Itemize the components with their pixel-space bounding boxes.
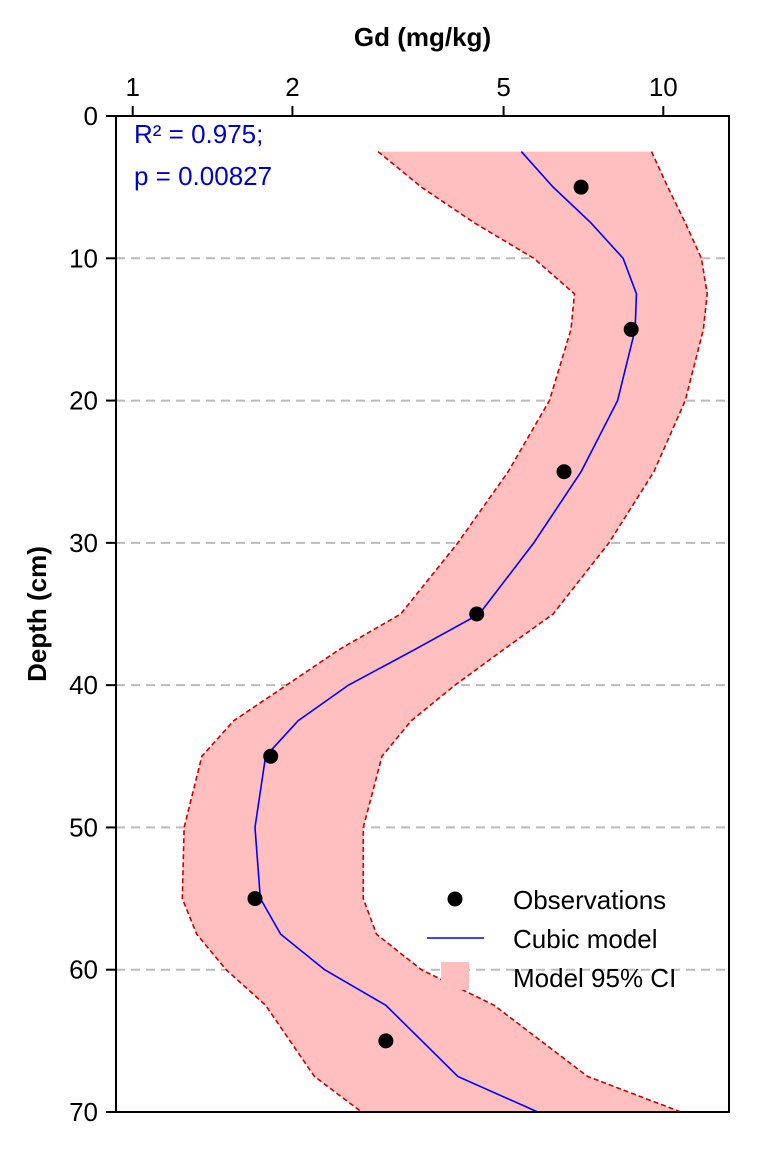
p-value-annotation: p = 0.00827 <box>134 161 272 191</box>
x-tick-label: 5 <box>496 72 510 102</box>
x-tick-label: 10 <box>649 72 678 102</box>
x-tick-label: 1 <box>125 72 139 102</box>
legend-ci-label: Model 95% CI <box>513 963 676 993</box>
observations-layer <box>247 179 639 1049</box>
x-axis-title: Gd (mg/kg) <box>354 22 491 52</box>
ci-lower-edge <box>181 150 576 1113</box>
r-squared-annotation: R² = 0.975; <box>134 119 263 149</box>
ci-band-layer <box>181 150 709 1113</box>
observation-point <box>573 179 589 195</box>
ci-band <box>182 151 708 1113</box>
observation-point <box>623 321 639 337</box>
y-tick-label: 10 <box>69 243 98 273</box>
y-tick-label: 0 <box>84 101 98 131</box>
legend-observations-marker <box>447 891 463 907</box>
observation-point <box>556 464 572 480</box>
observation-point <box>469 606 485 622</box>
y-tick-label: 40 <box>69 670 98 700</box>
observation-point <box>247 891 263 907</box>
model-layer <box>254 151 638 1113</box>
y-tick-label: 50 <box>69 812 98 842</box>
x-tick-label: 2 <box>285 72 299 102</box>
y-axis-title: Depth (cm) <box>22 546 52 682</box>
observation-point <box>263 748 279 764</box>
legend: Observations Cubic model Model 95% CI <box>427 885 676 993</box>
ci-upper-edge <box>362 151 709 1113</box>
legend-observations-label: Observations <box>513 885 666 915</box>
cubic-model-line <box>254 151 638 1113</box>
legend-ci-swatch <box>441 962 469 990</box>
legend-model-label: Cubic model <box>513 924 658 954</box>
y-tick-label: 70 <box>69 1097 98 1127</box>
plot-frame <box>115 115 730 1113</box>
axes-layer: 1 2 5 10 0 10 20 30 40 50 60 70 <box>69 72 678 1127</box>
y-tick-label: 60 <box>69 955 98 985</box>
observation-point <box>378 1033 394 1049</box>
y-tick-label: 20 <box>69 386 98 416</box>
y-tick-label: 30 <box>69 528 98 558</box>
